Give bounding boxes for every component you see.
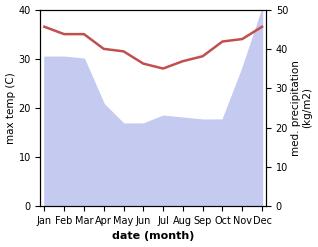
Y-axis label: max temp (C): max temp (C): [5, 72, 16, 144]
Y-axis label: med. precipitation
(kg/m2): med. precipitation (kg/m2): [291, 60, 313, 156]
X-axis label: date (month): date (month): [112, 231, 194, 242]
